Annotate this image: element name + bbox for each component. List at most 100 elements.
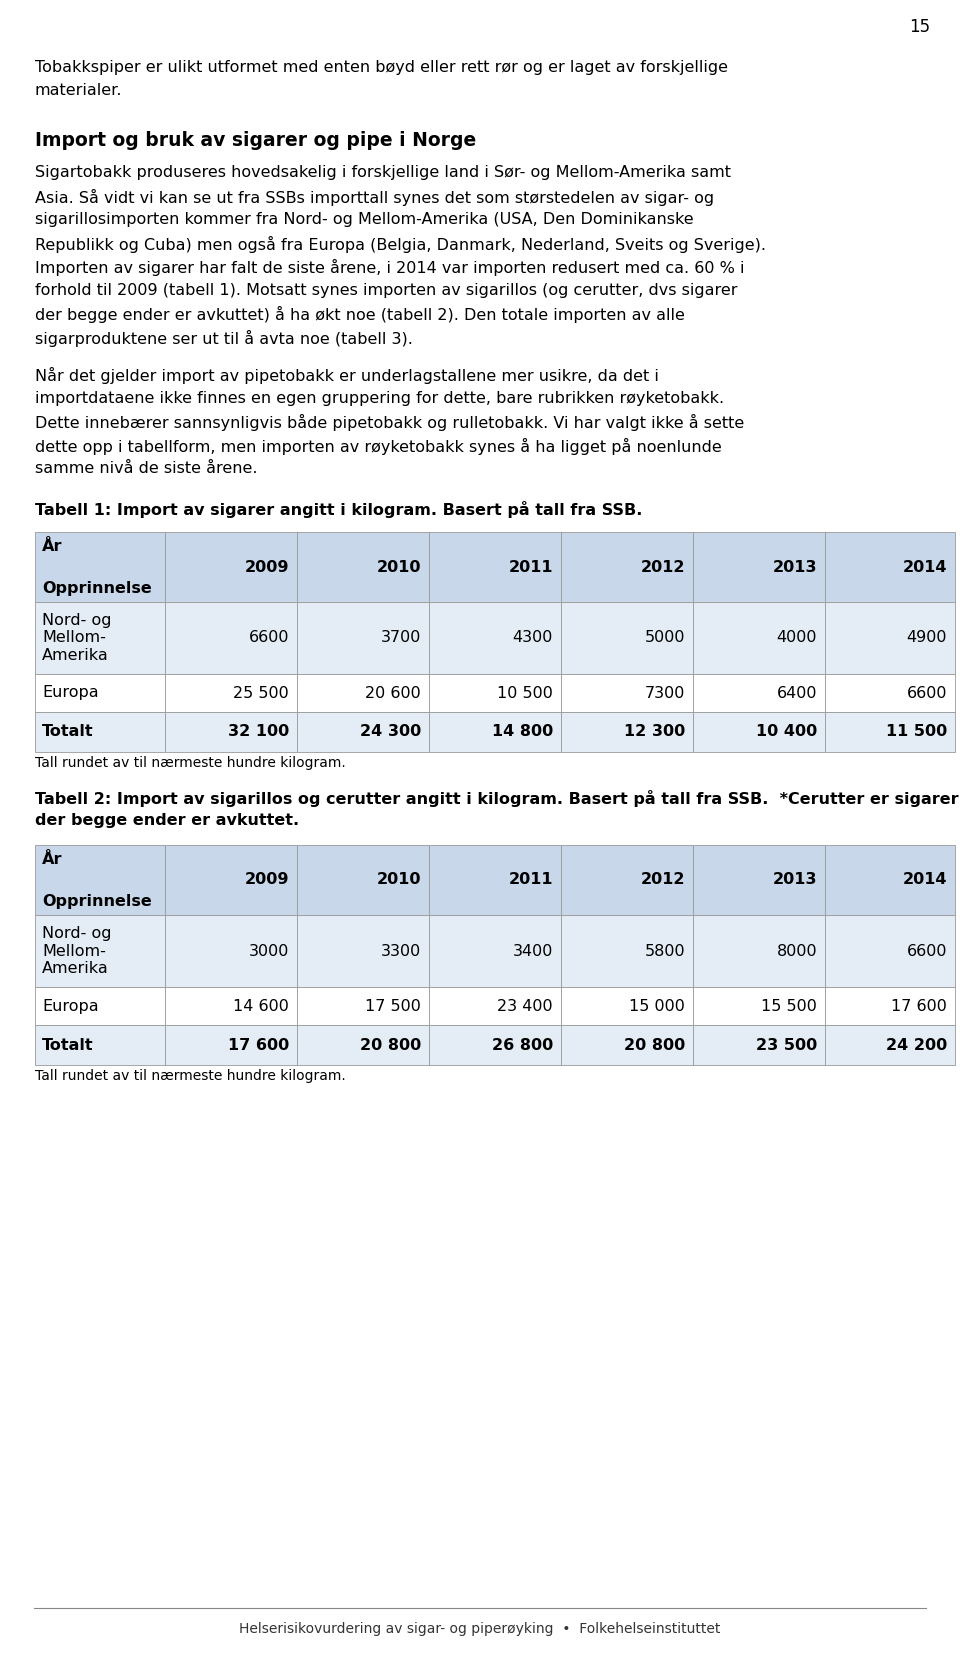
- Text: Helserisikovurdering av sigar- og piperøyking  •  Folkehelseinstituttet: Helserisikovurdering av sigar- og piperø…: [239, 1622, 721, 1637]
- Text: 17 600: 17 600: [891, 999, 947, 1014]
- Text: 23 400: 23 400: [497, 999, 553, 1014]
- Bar: [297, 531, 429, 603]
- Text: 10 500: 10 500: [497, 686, 553, 701]
- Bar: [165, 674, 297, 712]
- Text: materialer.: materialer.: [35, 83, 123, 98]
- Text: Import og bruk av sigarer og pipe i Norge: Import og bruk av sigarer og pipe i Norg…: [35, 131, 476, 149]
- Bar: [825, 674, 955, 712]
- Bar: [35, 915, 165, 988]
- Text: 15 500: 15 500: [761, 999, 817, 1014]
- Text: 6400: 6400: [777, 686, 817, 701]
- Bar: [693, 1024, 825, 1066]
- Bar: [825, 845, 955, 915]
- Bar: [561, 603, 693, 674]
- Text: År: År: [42, 852, 62, 867]
- Text: 32 100: 32 100: [228, 724, 289, 739]
- Text: Når det gjelder import av pipetobakk er underlagstallene mer usikre, da det i: Når det gjelder import av pipetobakk er …: [35, 367, 659, 383]
- Text: Tall rundet av til nærmeste hundre kilogram.: Tall rundet av til nærmeste hundre kilog…: [35, 1069, 346, 1082]
- Text: 17 500: 17 500: [365, 999, 421, 1014]
- Bar: [825, 531, 955, 603]
- Bar: [35, 674, 165, 712]
- Bar: [693, 845, 825, 915]
- Text: 26 800: 26 800: [492, 1038, 553, 1052]
- Text: Europa: Europa: [42, 999, 99, 1014]
- Text: 2011: 2011: [509, 873, 553, 888]
- Text: 6600: 6600: [906, 943, 947, 958]
- Bar: [429, 603, 561, 674]
- Bar: [561, 915, 693, 988]
- Bar: [693, 674, 825, 712]
- Text: dette opp i tabellform, men importen av røyketobakk synes å ha ligget på noenlun: dette opp i tabellform, men importen av …: [35, 438, 722, 455]
- Bar: [825, 1024, 955, 1066]
- Text: 14 600: 14 600: [233, 999, 289, 1014]
- Bar: [561, 845, 693, 915]
- Bar: [561, 712, 693, 752]
- Text: sigarillosimporten kommer fra Nord- og Mellom-Amerika (USA, Den Dominikanske: sigarillosimporten kommer fra Nord- og M…: [35, 212, 694, 227]
- Bar: [165, 712, 297, 752]
- Text: Asia. Så vidt vi kan se ut fra SSBs importtall synes det som størstedelen av sig: Asia. Så vidt vi kan se ut fra SSBs impo…: [35, 189, 714, 206]
- Bar: [35, 988, 165, 1024]
- Text: Totalt: Totalt: [42, 724, 94, 739]
- Text: 20 800: 20 800: [360, 1038, 421, 1052]
- Text: 4000: 4000: [777, 631, 817, 646]
- Bar: [429, 674, 561, 712]
- Text: 7300: 7300: [644, 686, 685, 701]
- Text: Nord- og
Mellom-
Amerika: Nord- og Mellom- Amerika: [42, 926, 111, 976]
- Text: 23 500: 23 500: [756, 1038, 817, 1052]
- Bar: [297, 712, 429, 752]
- Bar: [825, 915, 955, 988]
- Text: 2009: 2009: [245, 559, 289, 574]
- Text: 2009: 2009: [245, 873, 289, 888]
- Text: 25 500: 25 500: [233, 686, 289, 701]
- Text: 3000: 3000: [249, 943, 289, 958]
- Bar: [693, 603, 825, 674]
- Bar: [561, 988, 693, 1024]
- Text: 3400: 3400: [513, 943, 553, 958]
- Bar: [165, 531, 297, 603]
- Text: Tabell 1: Import av sigarer angitt i kilogram. Basert på tall fra SSB.: Tabell 1: Import av sigarer angitt i kil…: [35, 501, 642, 518]
- Bar: [35, 1024, 165, 1066]
- Bar: [165, 1024, 297, 1066]
- Text: 24 200: 24 200: [886, 1038, 947, 1052]
- Bar: [561, 1024, 693, 1066]
- Bar: [825, 603, 955, 674]
- Text: sigarproduktene ser ut til å avta noe (tabell 3).: sigarproduktene ser ut til å avta noe (t…: [35, 329, 413, 347]
- Text: Sigartobakk produseres hovedsakelig i forskjellige land i Sør- og Mellom-Amerika: Sigartobakk produseres hovedsakelig i fo…: [35, 164, 731, 179]
- Bar: [297, 1024, 429, 1066]
- Text: 14 800: 14 800: [492, 724, 553, 739]
- Bar: [35, 845, 165, 915]
- Text: Nord- og
Mellom-
Amerika: Nord- og Mellom- Amerika: [42, 613, 111, 662]
- Bar: [693, 915, 825, 988]
- Text: 2010: 2010: [376, 873, 421, 888]
- Bar: [561, 531, 693, 603]
- Text: Europa: Europa: [42, 686, 99, 701]
- Text: 5000: 5000: [644, 631, 685, 646]
- Text: 15 000: 15 000: [629, 999, 685, 1014]
- Bar: [297, 845, 429, 915]
- Bar: [297, 915, 429, 988]
- Text: 2013: 2013: [773, 559, 817, 574]
- Text: 2011: 2011: [509, 559, 553, 574]
- Bar: [693, 531, 825, 603]
- Text: 2012: 2012: [640, 559, 685, 574]
- Text: 20 600: 20 600: [365, 686, 421, 701]
- Text: Opprinnelse: Opprinnelse: [42, 895, 152, 910]
- Text: Totalt: Totalt: [42, 1038, 94, 1052]
- Text: 3300: 3300: [381, 943, 421, 958]
- Bar: [165, 988, 297, 1024]
- Text: 4300: 4300: [513, 631, 553, 646]
- Text: 6600: 6600: [249, 631, 289, 646]
- Text: 2010: 2010: [376, 559, 421, 574]
- Text: 10 400: 10 400: [756, 724, 817, 739]
- Text: 20 800: 20 800: [624, 1038, 685, 1052]
- Text: forhold til 2009 (tabell 1). Motsatt synes importen av sigarillos (og cerutter, : forhold til 2009 (tabell 1). Motsatt syn…: [35, 282, 737, 297]
- Text: 2013: 2013: [773, 873, 817, 888]
- Text: importdataene ikke finnes en egen gruppering for dette, bare rubrikken røyketoba: importdataene ikke finnes en egen gruppe…: [35, 390, 724, 405]
- Text: 4900: 4900: [906, 631, 947, 646]
- Text: Importen av sigarer har falt de siste årene, i 2014 var importen redusert med ca: Importen av sigarer har falt de siste år…: [35, 259, 745, 276]
- Text: 24 300: 24 300: [360, 724, 421, 739]
- Bar: [35, 603, 165, 674]
- Bar: [693, 712, 825, 752]
- Text: Republikk og Cuba) men også fra Europa (Belgia, Danmark, Nederland, Sveits og Sv: Republikk og Cuba) men også fra Europa (…: [35, 236, 766, 252]
- Bar: [429, 915, 561, 988]
